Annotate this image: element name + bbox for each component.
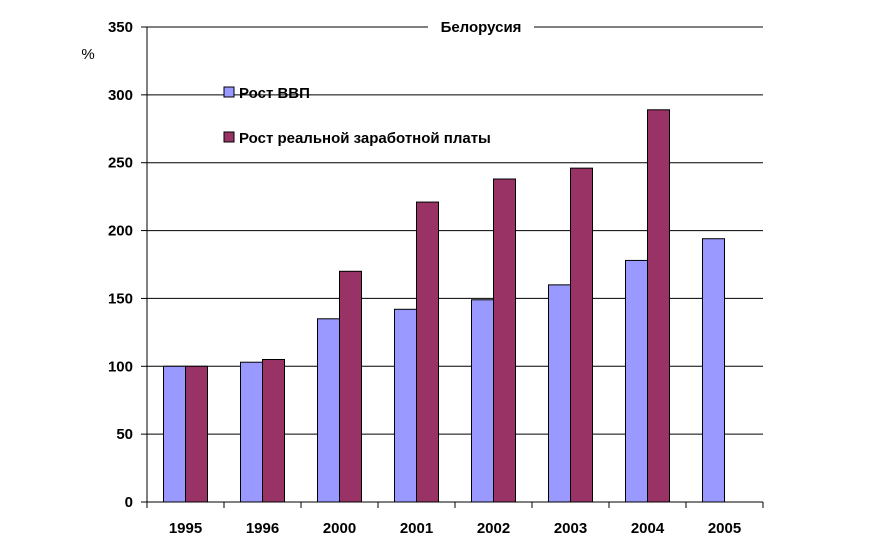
x-tick-label: 1995 [169, 520, 202, 537]
y-tick-label: 100 [108, 358, 133, 375]
bar-gdp-1995 [163, 365, 186, 503]
bars [163, 109, 725, 503]
x-tick-label: 2005 [708, 520, 741, 537]
bar-wage-2000 [339, 270, 362, 503]
x-tick-label: 2001 [400, 520, 433, 537]
bar-wage-2003 [570, 167, 593, 503]
bar-wage-2004 [647, 109, 670, 503]
bar-gdp-1996 [240, 361, 263, 503]
y-tick-label: 150 [108, 290, 133, 307]
bar-wage-2001 [416, 201, 439, 503]
bar-gdp-2002 [471, 299, 494, 503]
y-tick-label: 200 [108, 223, 133, 240]
x-tick-label: 1996 [246, 520, 279, 537]
x-tick-label: 2003 [554, 520, 587, 537]
bar-wage-2002 [493, 178, 516, 503]
legend-swatch-gdp [223, 86, 235, 98]
x-tick-label: 2002 [477, 520, 510, 537]
bar-wage-1995 [185, 365, 208, 503]
x-tick-label: 2000 [323, 520, 356, 537]
bar-gdp-2005 [702, 238, 725, 503]
legend-swatch-wage [223, 131, 235, 143]
axes [146, 27, 764, 508]
y-tick-labels: 0 50 100 150 200 250 300 350 [108, 19, 133, 511]
y-tick-label: 250 [108, 155, 133, 172]
x-tick-label: 2004 [631, 520, 665, 537]
y-axis-label: % [81, 46, 94, 63]
y-tick-label: 50 [116, 426, 133, 443]
bar-gdp-2001 [394, 308, 417, 503]
legend-label-gdp: Рост ВВП [239, 85, 310, 102]
chart-title: Белорусия [441, 19, 522, 36]
legend: Рост ВВП Рост реальной заработной платы [223, 85, 491, 147]
y-tick-label: 300 [108, 87, 133, 104]
bar-gdp-2000 [317, 318, 340, 503]
x-tick-labels: 1995 1996 2000 2001 2002 2003 2004 2005 [169, 520, 741, 537]
bar-gdp-2004 [625, 259, 648, 503]
bar-gdp-2003 [548, 284, 571, 503]
y-tick-label: 0 [125, 494, 133, 511]
chart-title-background [428, 17, 534, 37]
bar-wage-1996 [262, 359, 285, 503]
legend-label-wage: Рост реальной заработной платы [239, 130, 491, 147]
y-tick-label: 350 [108, 19, 133, 36]
